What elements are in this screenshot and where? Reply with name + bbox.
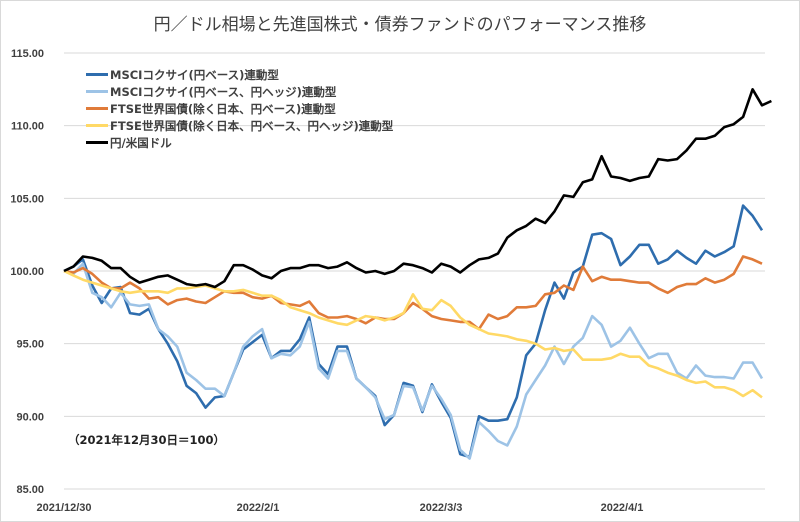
base-date-note: （2021年12月30日＝100） xyxy=(68,433,226,447)
x-tick-label: 2022/3/3 xyxy=(420,502,463,514)
y-axis-ticks: 115.00 110.00 105.00 100.00 95.00 90.00 85.00 xyxy=(10,48,44,496)
gridlines xyxy=(64,52,765,490)
legend-swatch xyxy=(86,90,108,93)
series-line-1 xyxy=(63,262,764,460)
legend-label: FTSE世界国債(除く日本、円ベース)連動型 xyxy=(110,101,336,116)
legend-swatch xyxy=(86,124,108,127)
x-axis-ticks: 2021/12/30 2022/2/1 2022/3/3 2022/4/1 xyxy=(36,502,643,514)
legend-label: MSCIコクサイ(円ベース、円ヘッジ)連動型 xyxy=(110,84,337,99)
legend-item-msci-yen: MSCIコクサイ(円ベース)連動型 xyxy=(86,66,393,83)
legend-label: MSCIコクサイ(円ベース)連動型 xyxy=(110,67,279,82)
legend-item-msci-hedged: MSCIコクサイ(円ベース、円ヘッジ)連動型 xyxy=(86,83,393,100)
y-tick-label: 85.00 xyxy=(16,484,44,496)
y-tick-label: 115.00 xyxy=(11,48,44,60)
y-tick-label: 100.00 xyxy=(10,266,44,278)
y-tick-label: 105.00 xyxy=(10,193,44,205)
legend-label: 円/米国ドル xyxy=(110,135,172,150)
x-tick-label: 2021/12/30 xyxy=(36,502,91,514)
legend-label: FTSE世界国債(除く日本、円ベース、円ヘッジ)連動型 xyxy=(110,118,394,133)
legend: MSCIコクサイ(円ベース)連動型 MSCIコクサイ(円ベース、円ヘッジ)連動型… xyxy=(86,66,393,151)
y-tick-label: 95.00 xyxy=(16,339,44,351)
chart-title: 円／ドル相場と先進国株式・債券ファンドのパフォーマンス推移 xyxy=(153,15,647,35)
legend-item-usdjpy: 円/米国ドル xyxy=(86,134,393,151)
series-line-4 xyxy=(63,88,772,289)
legend-swatch xyxy=(86,141,108,144)
legend-item-ftse-yen: FTSE世界国債(除く日本、円ベース)連動型 xyxy=(86,100,393,117)
series-line-3 xyxy=(63,269,763,399)
y-tick-label: 110.00 xyxy=(11,121,44,133)
legend-item-ftse-hedged: FTSE世界国債(除く日本、円ベース、円ヘッジ)連動型 xyxy=(86,117,393,134)
legend-swatch xyxy=(86,107,108,110)
series-line-0 xyxy=(63,204,764,459)
series-line-2 xyxy=(63,255,763,331)
legend-swatch xyxy=(86,73,108,76)
series-lines xyxy=(63,88,772,460)
y-tick-label: 90.00 xyxy=(16,411,44,423)
x-tick-label: 2022/2/1 xyxy=(237,502,280,514)
x-tick-label: 2022/4/1 xyxy=(601,502,644,514)
